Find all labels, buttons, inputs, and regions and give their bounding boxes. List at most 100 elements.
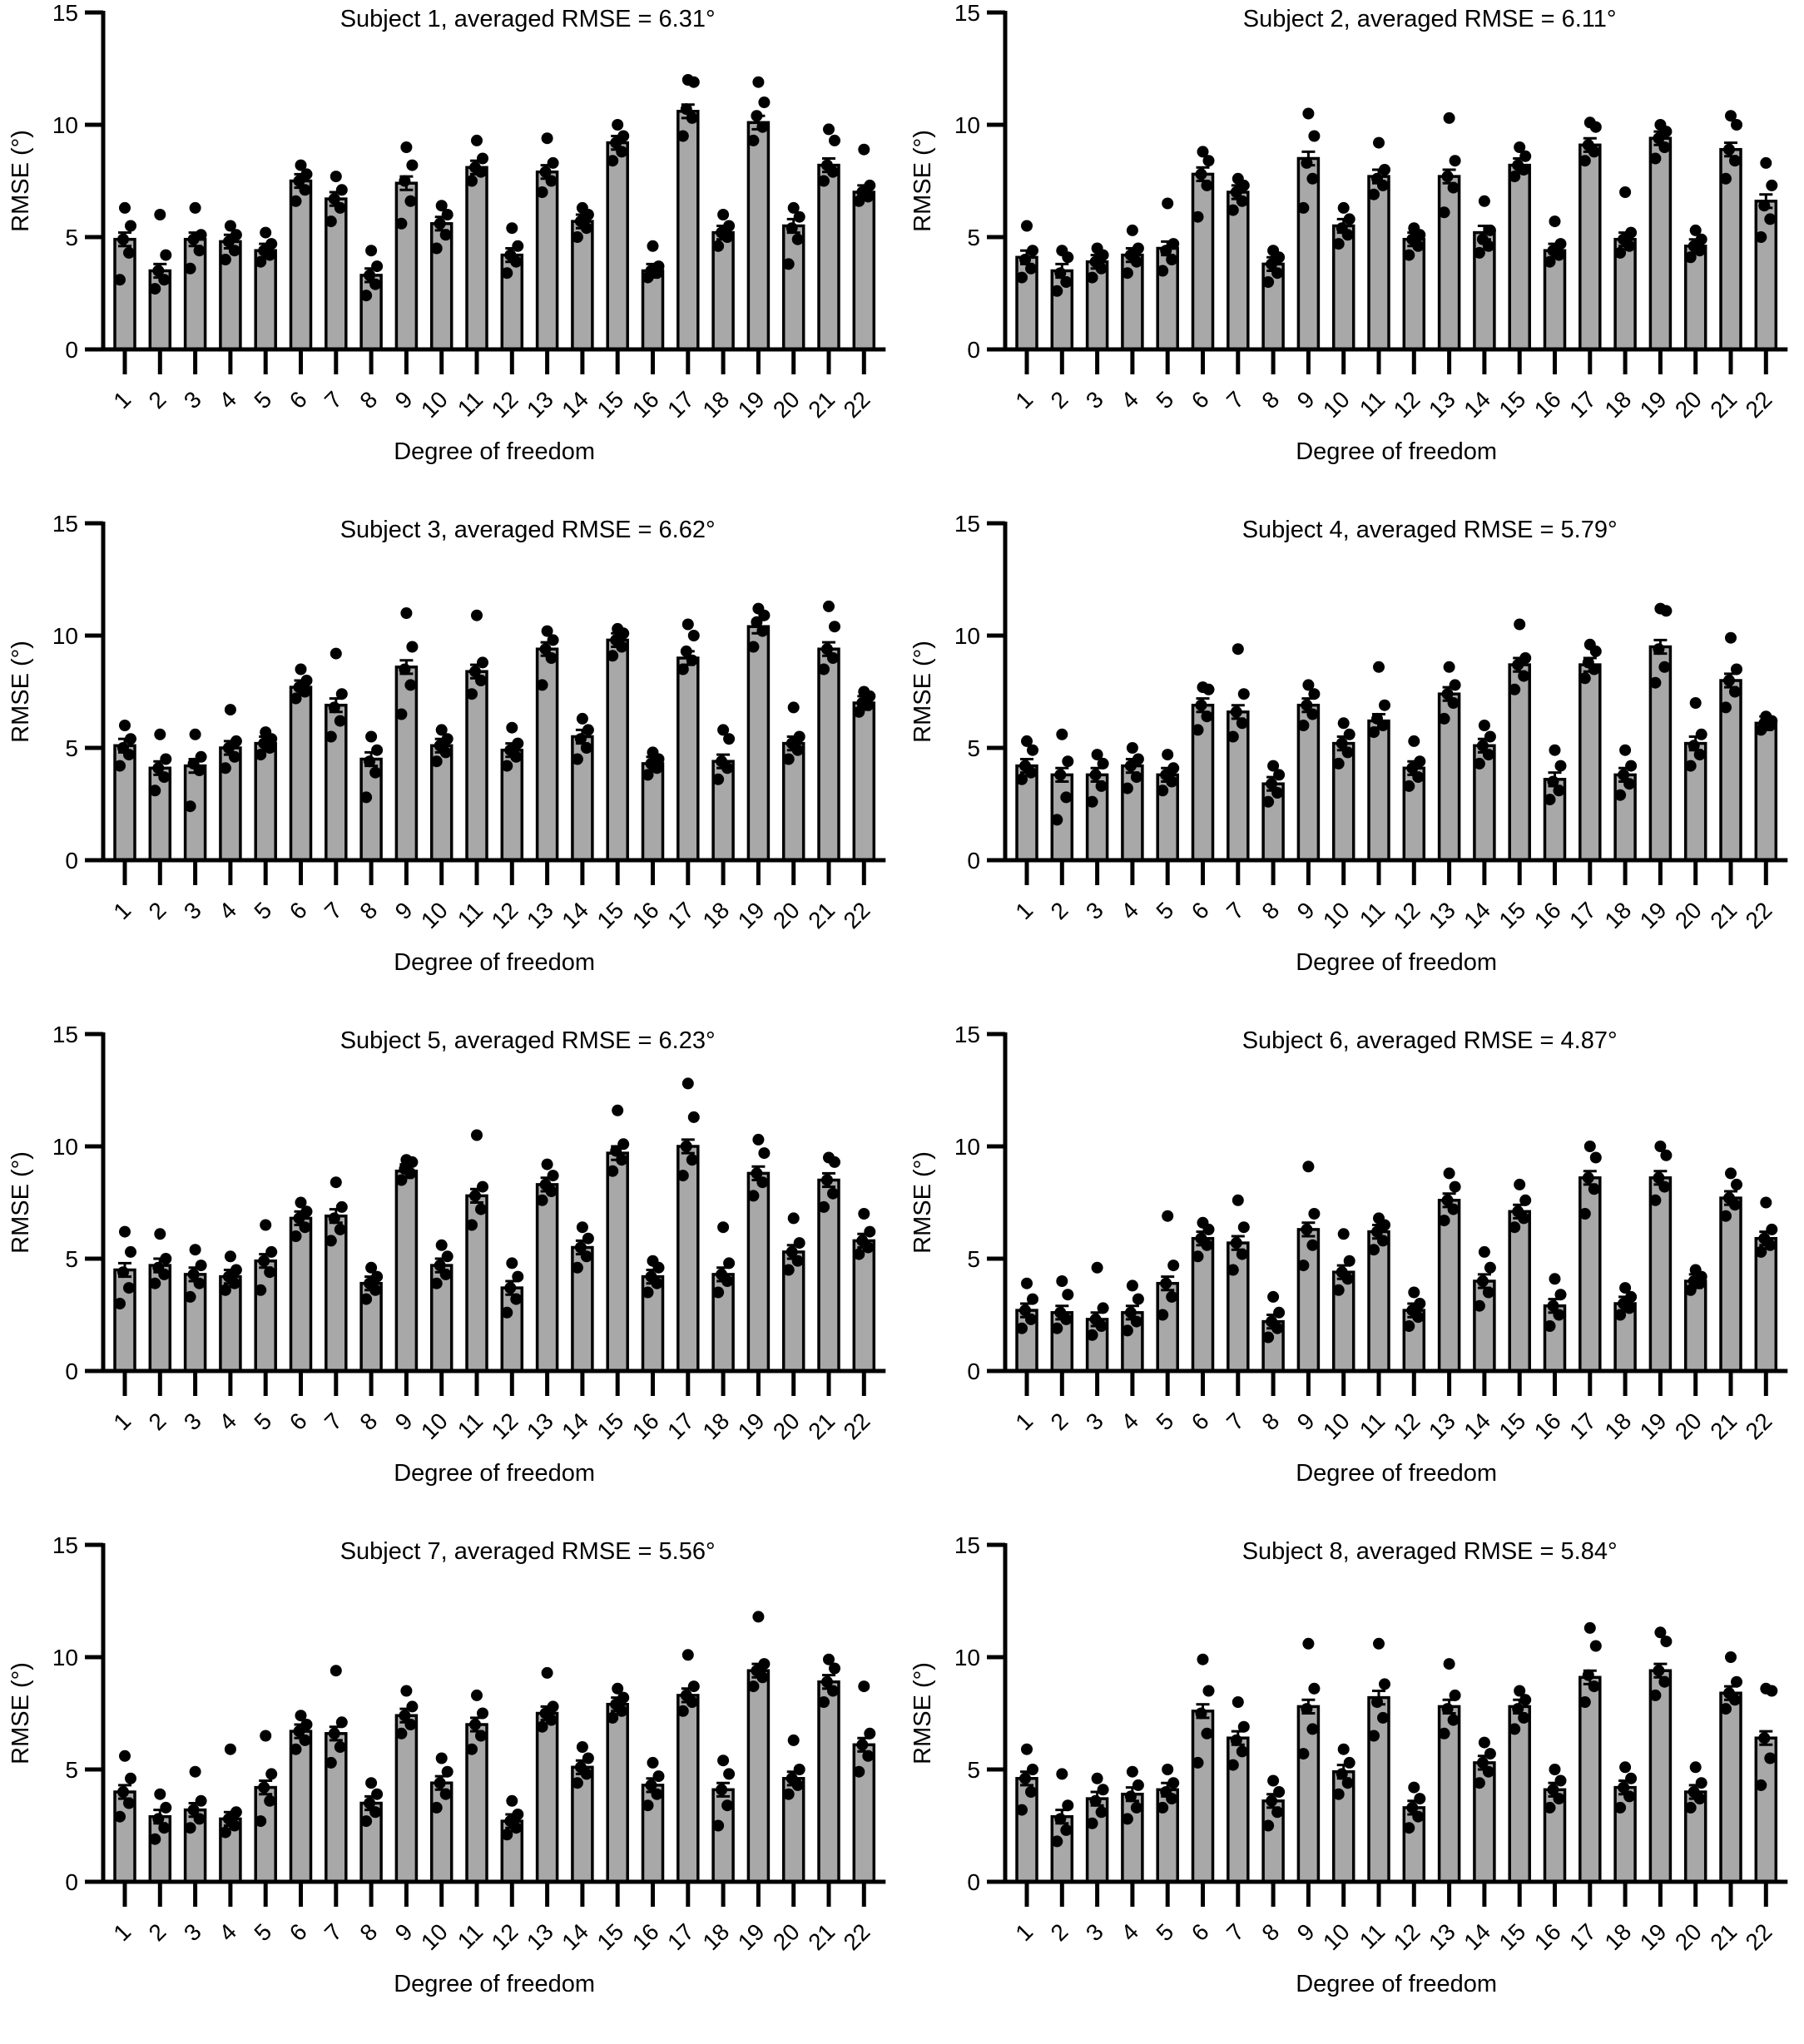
data-point (189, 728, 201, 740)
data-point (1758, 1232, 1771, 1245)
data-point (1332, 238, 1345, 250)
data-point (1236, 195, 1248, 207)
bar (254, 1259, 277, 1373)
data-point (1157, 1801, 1169, 1814)
x-tick-label: 20 (768, 1408, 805, 1444)
data-point (752, 1611, 765, 1623)
data-point (536, 186, 548, 198)
x-tick-label: 13 (1424, 1918, 1460, 1955)
data-point (1614, 246, 1627, 259)
data-point (123, 246, 135, 259)
data-point (469, 666, 481, 678)
x-tick-label: 10 (1318, 386, 1355, 423)
data-point (1478, 1245, 1490, 1258)
data-point (1447, 1203, 1460, 1215)
data-point (617, 130, 630, 142)
data-point (1441, 1703, 1454, 1715)
x-tick-label: 19 (733, 1408, 770, 1444)
data-point (1649, 1689, 1662, 1701)
bar (746, 1171, 771, 1373)
data-point (430, 1801, 443, 1814)
data-point (189, 1244, 201, 1256)
y-tick-label: 5 (65, 1757, 78, 1783)
data-point (1658, 1180, 1671, 1193)
data-point (752, 602, 765, 615)
data-point (1544, 255, 1556, 268)
data-point (752, 76, 765, 88)
data-point (1062, 1799, 1074, 1812)
data-point (1588, 1680, 1600, 1693)
data-point (506, 1794, 518, 1807)
bar (606, 141, 629, 351)
bar (1683, 1279, 1707, 1373)
data-point (1625, 1290, 1638, 1303)
x-tick-label: 2 (144, 1918, 171, 1946)
x-tick-label: 13 (1424, 1408, 1460, 1444)
data-point (747, 641, 760, 653)
data-point (1549, 215, 1561, 228)
data-point (1478, 195, 1490, 207)
data-point (1308, 1682, 1321, 1695)
data-point (681, 1077, 694, 1090)
x-tick-label: 12 (1389, 1408, 1425, 1444)
data-point (574, 733, 587, 745)
data-point (1121, 782, 1133, 794)
data-point (576, 1741, 588, 1753)
data-point (117, 233, 129, 245)
data-point (1121, 1813, 1133, 1825)
data-point (1124, 760, 1137, 772)
bar (781, 224, 805, 351)
data-point (149, 1277, 161, 1289)
bar (817, 163, 840, 351)
data-point (399, 663, 411, 676)
data-point (827, 1187, 839, 1200)
data-point (290, 1230, 302, 1242)
data-point (1266, 1315, 1278, 1328)
data-point (1306, 1723, 1319, 1735)
x-tick-label: 8 (354, 1918, 382, 1946)
data-point (125, 1245, 136, 1258)
data-point (123, 1282, 135, 1294)
data-point (364, 1277, 376, 1289)
data-point (1027, 245, 1038, 257)
data-point (1232, 1194, 1244, 1206)
data-point (1476, 740, 1489, 752)
data-point (582, 1232, 594, 1245)
data-point (1755, 231, 1767, 243)
chart-subject-2: 0 5 10 15 1 2 3 4 5 6 7 8 9 10 11 12 13 14 15 16 17 18 19 20 21 2… (902, 0, 1804, 511)
y-tick-label: 15 (52, 511, 78, 537)
bar (1613, 773, 1637, 862)
data-point (1441, 1194, 1454, 1206)
data-point (219, 762, 231, 775)
data-point (1478, 720, 1490, 731)
data-point (787, 701, 800, 714)
bar (394, 666, 419, 862)
data-point (1478, 1736, 1490, 1749)
x-tick-label: 9 (1292, 1408, 1320, 1435)
data-point (752, 1133, 765, 1146)
data-point (219, 1826, 231, 1839)
data-point (686, 1154, 698, 1166)
x-tick-label: 5 (1152, 386, 1179, 413)
x-tick-label: 20 (1670, 1408, 1707, 1444)
data-point (506, 222, 518, 235)
data-point (1336, 1768, 1348, 1780)
data-point (1553, 1793, 1565, 1805)
x-tick-label: 10 (416, 1408, 453, 1444)
data-point (1443, 661, 1455, 673)
data-point (1658, 661, 1671, 673)
data-point (610, 634, 622, 646)
data-point (1695, 728, 1707, 740)
data-point (506, 1257, 518, 1269)
data-point (786, 1772, 798, 1784)
data-point (228, 245, 240, 257)
bar (1648, 1669, 1673, 1883)
bar (1508, 1210, 1531, 1373)
bar (325, 703, 348, 862)
data-point (501, 267, 513, 280)
x-tick-label: 17 (1564, 386, 1601, 423)
data-point (154, 728, 166, 740)
data-point (1519, 652, 1532, 664)
data-point (1438, 206, 1450, 219)
